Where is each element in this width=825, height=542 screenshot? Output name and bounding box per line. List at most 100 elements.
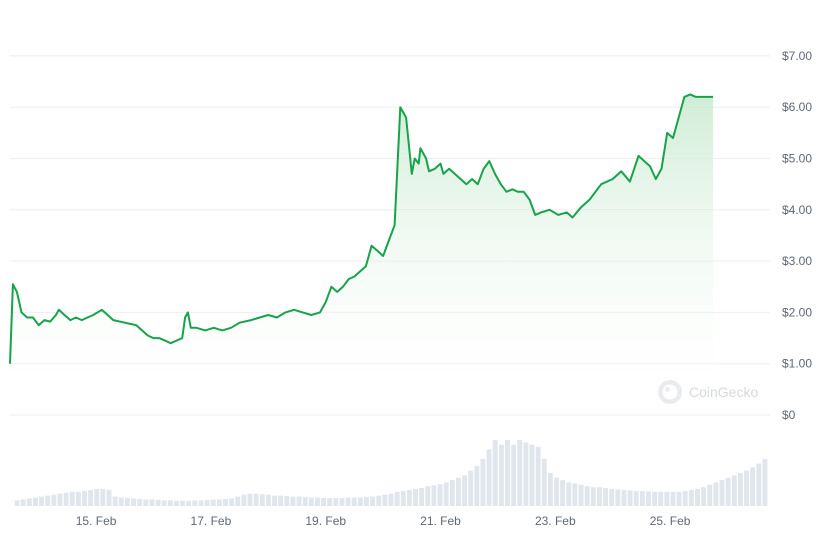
volume-bar <box>180 500 186 506</box>
volume-bar <box>39 496 45 506</box>
y-tick-label: $5.00 <box>782 152 812 166</box>
y-tick-label: $1.00 <box>782 357 812 371</box>
volume-bar <box>701 487 707 506</box>
volume-bar <box>707 484 713 506</box>
volume-bar <box>400 490 406 506</box>
volume-bar <box>57 493 63 506</box>
volume-bar <box>351 497 357 506</box>
volume-bar <box>124 497 130 506</box>
x-tick-label: 19. Feb <box>305 514 346 528</box>
volume-bar <box>265 494 271 506</box>
volume-bar <box>284 496 290 506</box>
volume-bar <box>100 489 106 506</box>
volume-bar <box>554 477 559 506</box>
volume-bar <box>498 444 504 506</box>
volume-bar <box>278 495 284 506</box>
volume-bar <box>302 497 308 506</box>
volume-bar <box>192 500 198 506</box>
volume-bar <box>535 447 541 506</box>
volume-bar <box>652 491 658 506</box>
volume-bar <box>82 490 87 506</box>
volume-bar <box>149 499 155 506</box>
y-tick-label: $0 <box>782 408 796 422</box>
volume-bar <box>321 497 327 506</box>
volume-bar <box>370 496 376 506</box>
volume-bar <box>290 496 296 506</box>
y-tick-label: $3.00 <box>782 254 812 268</box>
volume-bar <box>566 482 572 506</box>
volume-bar <box>627 490 633 506</box>
volume-bar <box>45 495 51 506</box>
volume-bar <box>161 500 167 506</box>
price-line <box>9 93 714 364</box>
volume-bar <box>413 489 418 506</box>
volume-bar <box>609 489 615 506</box>
volume-bar <box>645 491 651 506</box>
volume-bar <box>468 470 474 506</box>
volume-bar <box>20 499 26 506</box>
volume-bar <box>112 496 118 506</box>
volume-bar <box>14 500 20 506</box>
coingecko-logo-icon <box>658 380 682 404</box>
volume-bar <box>449 480 455 506</box>
volume-bar <box>511 444 517 506</box>
volume-bar <box>137 498 143 506</box>
volume-bar <box>658 491 664 506</box>
volume-bar <box>443 482 449 506</box>
volume-bar <box>173 500 179 506</box>
volume-bar <box>345 497 351 506</box>
volume-bar <box>762 458 768 506</box>
volume-bar <box>719 480 725 506</box>
volume-bar <box>26 498 32 506</box>
y-tick-label: $6.00 <box>782 100 812 114</box>
volume-bar <box>744 470 750 506</box>
volume-bar <box>229 498 235 506</box>
volume-bar <box>517 440 523 506</box>
volume-bar <box>382 494 388 506</box>
volume-bar <box>51 494 57 506</box>
volume-bar <box>505 440 510 506</box>
volume-bar <box>339 497 345 506</box>
volume-bar <box>713 482 719 506</box>
volume-bar <box>419 488 425 506</box>
volume-bar <box>314 497 320 506</box>
volume-bar <box>682 490 688 506</box>
volume-bar <box>725 477 731 506</box>
volume-bar <box>578 484 584 506</box>
watermark-text: CoinGecko <box>689 384 758 400</box>
volume-bar <box>462 475 468 506</box>
volume-bar <box>431 485 437 506</box>
y-tick-label: $4.00 <box>782 203 812 217</box>
volume-bar <box>204 499 210 506</box>
volume-bars <box>14 440 768 506</box>
volume-bar <box>69 491 75 506</box>
x-tick-label: 25. Feb <box>650 514 691 528</box>
volume-bar <box>75 491 81 506</box>
volume-bar <box>357 497 363 506</box>
volume-bar <box>596 487 602 506</box>
volume-bar <box>259 494 265 506</box>
volume-bar <box>253 493 259 506</box>
price-area <box>10 94 714 416</box>
volume-bar <box>63 492 69 506</box>
volume-bar <box>756 463 762 506</box>
volume-bar <box>327 497 333 506</box>
volume-bar <box>621 489 627 506</box>
volume-bar <box>688 489 694 506</box>
volume-bar <box>32 497 38 506</box>
volume-bar <box>455 477 461 506</box>
volume-bar <box>376 495 382 506</box>
volume-bar <box>590 487 596 506</box>
volume-bar <box>155 499 161 506</box>
volume-bar <box>523 442 529 506</box>
volume-bar <box>394 491 400 506</box>
volume-bar <box>737 473 743 506</box>
volume-bar <box>235 496 241 506</box>
y-tick-label: $2.00 <box>782 305 812 319</box>
volume-bar <box>474 465 480 506</box>
volume-bar <box>633 490 639 506</box>
volume-bar <box>750 467 756 506</box>
volume-bar <box>670 491 676 506</box>
volume-bar <box>529 444 535 506</box>
